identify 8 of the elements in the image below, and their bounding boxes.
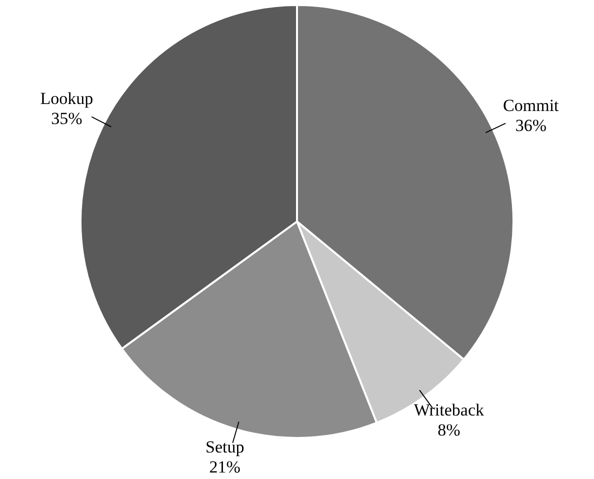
slice-label: Writeback xyxy=(414,400,484,420)
slice-label: Lookup xyxy=(40,89,94,108)
data-label: 8% xyxy=(438,420,460,440)
slice-label: Commit xyxy=(503,96,560,116)
data-label: 35% xyxy=(51,109,82,128)
data-label: 36% xyxy=(515,116,546,136)
data-label: 21% xyxy=(209,458,240,477)
slice-label: Setup xyxy=(206,438,244,457)
